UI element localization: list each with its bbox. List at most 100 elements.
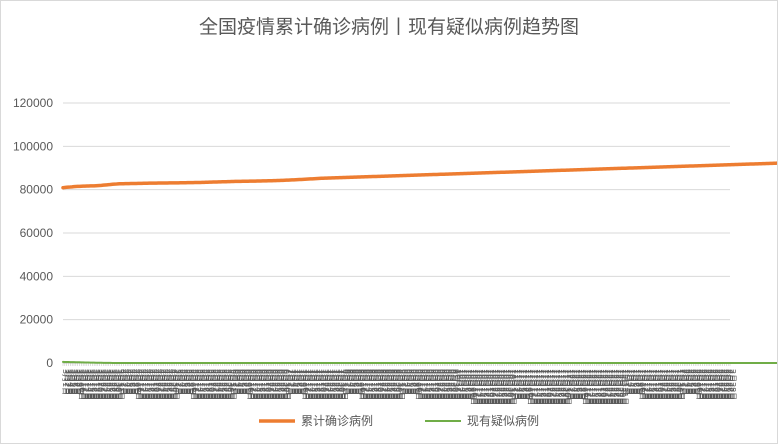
x-tick-label: 6月12日 — [250, 369, 259, 400]
x-tick-label: 10月20日 — [488, 369, 497, 405]
x-tick-label: 4月20日 — [153, 369, 162, 400]
x-tick-label: 4月28日 — [167, 369, 176, 400]
x-tick-label: 2月11日 — [697, 369, 706, 400]
x-tick-label: 2月19日 — [712, 369, 721, 400]
x-tick-label: 5月23日 — [213, 369, 222, 400]
x-tick-label: 4月18日 — [149, 369, 158, 400]
x-tick-label: 9月8日 — [411, 369, 420, 395]
x-tick-label: 11月26日 — [556, 369, 565, 405]
x-tick-label: 9月3日 — [402, 369, 411, 395]
x-tick-label: 6月21日 — [266, 369, 275, 400]
x-tick-label: 9月24日 — [440, 369, 449, 400]
x-tick-label: 4月5日 — [125, 369, 134, 395]
x-tick-label: 2月12日 — [699, 369, 708, 400]
chart-title: 全国疫情累计确诊病例丨现有疑似病例趋势图 — [199, 16, 579, 38]
x-tick-label: 8月31日 — [396, 369, 405, 400]
x-tick-label: 12月30日 — [618, 369, 627, 405]
x-tick-label: 11月28日 — [559, 369, 568, 405]
x-tick-label: 4月21日 — [154, 369, 163, 400]
x-tick-label: 5月12日 — [193, 369, 202, 400]
x-tick-label: 8月16日 — [369, 369, 378, 400]
x-tick-label: 7月7日 — [296, 369, 305, 395]
x-tick-label: 7月1日 — [285, 369, 294, 395]
x-tick-label: 5月20日 — [208, 369, 217, 400]
x-tick-label: 9月12日 — [418, 369, 427, 400]
x-tick-label: 7月19日 — [318, 369, 327, 400]
x-tick-label: 4月17日 — [147, 369, 156, 400]
x-tick-label: 10月26日 — [499, 369, 508, 405]
x-tick-label: 6月29日 — [281, 369, 290, 400]
x-tick-label: 6月26日 — [275, 369, 284, 400]
legend: 累计确诊病例 现有疑似病例 — [259, 413, 539, 428]
x-tick-label: 9月10日 — [415, 369, 424, 400]
x-tick-label: 8月27日 — [389, 369, 398, 400]
x-tick-label: 8月30日 — [395, 369, 404, 400]
x-tick-label: 2月16日 — [706, 369, 715, 400]
x-tick-label: 3月8日 — [74, 369, 83, 395]
x-tick-label: 7月16日 — [312, 369, 321, 400]
x-tick-label: 1月17日 — [651, 369, 660, 400]
y-tick-label: 0 — [46, 356, 53, 370]
x-tick-label: 2月24日 — [721, 369, 730, 400]
x-tick-label: 8月1日 — [341, 369, 350, 395]
x-tick-label: 12月29日 — [616, 369, 625, 405]
x-tick-label: 8月28日 — [391, 369, 400, 400]
x-tick-label: 4月30日 — [171, 369, 180, 400]
x-tick-label: 7月31日 — [340, 369, 349, 400]
x-tick-label: 6月5日 — [237, 369, 246, 395]
x-tick-label: 12月5日 — [572, 369, 581, 400]
x-tick-label: 11月19日 — [543, 369, 552, 405]
x-tick-label: 5月3日 — [176, 369, 185, 395]
x-tick-label: 10月28日 — [503, 369, 512, 405]
x-tick-label: 10月21日 — [490, 369, 499, 405]
x-tick-label: 3月31日 — [116, 369, 125, 400]
x-tick-label: 7月29日 — [336, 369, 345, 400]
x-tick-label: 12月25日 — [609, 369, 618, 405]
x-tick-label: 11月24日 — [552, 369, 561, 405]
x-tick-label: 1月22日 — [660, 369, 669, 400]
x-tick-label: 4月13日 — [140, 369, 149, 400]
x-tick-label: 5月18日 — [204, 369, 213, 400]
x-tick-label: 8月17日 — [371, 369, 380, 400]
x-tick-label: 9月29日 — [449, 369, 458, 400]
x-tick-label: 5月8日 — [186, 369, 195, 395]
x-tick-label: 4月22日 — [156, 369, 165, 400]
x-tick-label: 10月12日 — [473, 369, 482, 405]
x-tick-label: 8月19日 — [374, 369, 383, 400]
x-tick-label: 12月16日 — [592, 369, 601, 405]
x-tick-label: 10月13日 — [475, 369, 484, 405]
x-tick-label: 1月27日 — [669, 369, 678, 400]
x-tick-label: 2月14日 — [702, 369, 711, 400]
x-tick-label: 6月9日 — [244, 369, 253, 395]
x-tick-label: 1月4日 — [627, 369, 636, 395]
x-tick-label: 6月13日 — [252, 369, 261, 400]
x-tick-label: 5月21日 — [209, 369, 218, 400]
x-tick-label: 4月14日 — [142, 369, 151, 400]
x-tick-label: 1月20日 — [657, 369, 666, 400]
x-tick-label: 5月5日 — [180, 369, 189, 395]
x-tick-label: 1月7日 — [633, 369, 642, 395]
x-tick-label: 1月9日 — [636, 369, 645, 395]
x-tick-label: 9月19日 — [431, 369, 440, 400]
x-tick-label: 5月29日 — [224, 369, 233, 400]
x-tick-label: 10月17日 — [482, 369, 491, 405]
x-tick-label: 2月8日 — [691, 369, 700, 395]
x-tick-label: 3月11日 — [79, 369, 88, 400]
x-tick-label: 10月22日 — [492, 369, 501, 405]
series-lines — [61, 161, 777, 364]
x-tick-label: 8月10日 — [358, 369, 367, 400]
x-tick-label: 6月14日 — [253, 369, 262, 400]
x-tick-label: 4月2日 — [120, 369, 129, 395]
x-tick-label: 12月19日 — [598, 369, 607, 405]
x-tick-label: 4月4日 — [123, 369, 132, 395]
x-tick-label: 9月26日 — [444, 369, 453, 400]
x-tick-label: 11月17日 — [539, 369, 548, 405]
x-tick-label: 4月7日 — [129, 369, 138, 395]
x-tick-label: 10月16日 — [481, 369, 490, 405]
x-tick-label: 2月26日 — [724, 369, 733, 400]
x-tick-label: 3月26日 — [107, 369, 116, 400]
x-tick-label: 11月15日 — [536, 369, 545, 405]
x-tick-label: 1月2日 — [624, 369, 633, 395]
x-tick-label: 2月22日 — [717, 369, 726, 400]
x-tick-label: 5月31日 — [228, 369, 237, 400]
